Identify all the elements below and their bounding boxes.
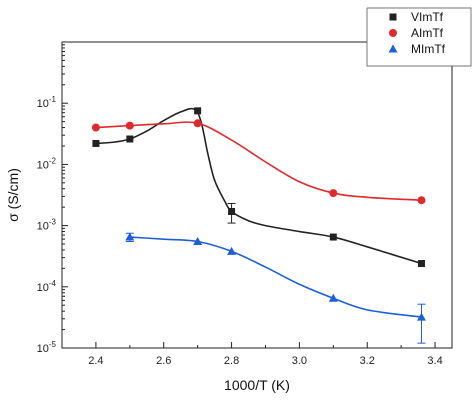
point-vimtf <box>92 139 100 147</box>
legend-marker-aimtf <box>389 29 397 37</box>
x-tick-label: 3.0 <box>292 355 307 367</box>
point-vimtf <box>417 260 425 268</box>
point-aimtf <box>91 123 100 132</box>
legend-box <box>366 7 472 67</box>
x-tick-label: 3.2 <box>360 355 375 367</box>
x-tick-label: 2.4 <box>88 355 103 367</box>
point-mimtf <box>193 236 203 245</box>
y-tick-label: 10-3 <box>37 218 57 233</box>
point-vimtf <box>126 135 134 143</box>
point-aimtf <box>417 196 426 205</box>
data-markers <box>91 107 426 321</box>
point-aimtf <box>125 121 134 130</box>
y-axis: 10-5 10-4 10-3 10-2 10-1 <box>37 44 68 355</box>
plot-area-border <box>61 41 453 349</box>
y-tick-label: 10-5 <box>37 340 57 355</box>
point-aimtf <box>329 189 338 198</box>
x-tick-label: 3.4 <box>427 355 442 367</box>
point-mimtf <box>125 232 135 241</box>
point-vimtf <box>228 207 236 215</box>
legend-label-aimtf: AImTf <box>411 26 444 40</box>
y-tick-label: 10-1 <box>37 95 57 110</box>
y-axis-label: σ (S/cm) <box>5 168 21 222</box>
point-aimtf <box>193 119 202 128</box>
y-tick-label: 10-2 <box>37 156 57 171</box>
curve-vimtf <box>95 107 422 265</box>
x-tick-label: 2.8 <box>224 355 239 367</box>
curve-mimtf <box>129 236 422 318</box>
fit-curves <box>95 107 422 318</box>
point-mimtf <box>227 246 237 255</box>
legend-label-vimtf: VImTf <box>411 10 444 24</box>
plot-frame <box>61 41 453 349</box>
point-vimtf <box>329 233 337 241</box>
legend-label-mimtf: MImTf <box>411 42 446 56</box>
y-tick-label: 10-4 <box>37 279 57 294</box>
point-mimtf <box>328 293 338 302</box>
legend-marker-mimtf <box>388 44 398 53</box>
point-mimtf <box>416 312 426 321</box>
point-vimtf <box>194 107 202 115</box>
curve-aimtf <box>95 121 422 201</box>
legend-marker-vimtf <box>389 13 397 21</box>
error-bars <box>125 202 426 344</box>
x-axis: 2.4 2.6 2.8 3.0 3.2 3.4 <box>61 342 443 367</box>
x-tick-label: 2.6 <box>156 355 171 367</box>
legend: VImTf AImTf MImTf <box>366 7 472 67</box>
x-axis-label: 1000/T (K) <box>224 377 290 393</box>
